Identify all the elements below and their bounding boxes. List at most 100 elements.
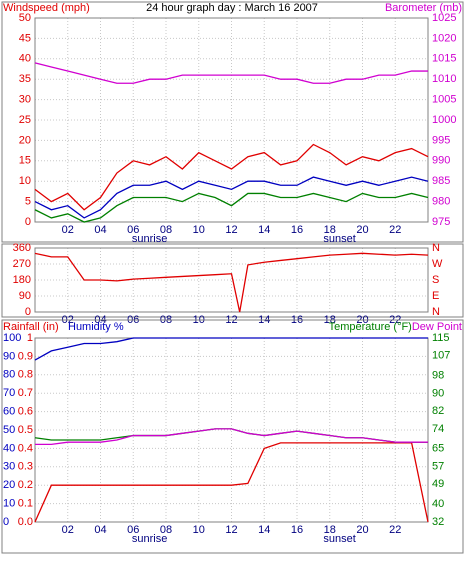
- y2-tick-label: 65: [432, 443, 444, 455]
- y-tick-label: 30: [19, 94, 31, 106]
- panel-frame: [1, 319, 464, 554]
- y-tick-label: 100: [3, 332, 21, 344]
- y-tick-label: 5: [25, 196, 31, 208]
- x-tick-label: 08: [160, 524, 172, 536]
- series-line: [34, 442, 429, 523]
- axis-label: Rainfall (in): [3, 321, 59, 333]
- x-tick-label: 16: [291, 224, 303, 236]
- x-tick-label: 18: [324, 224, 336, 236]
- x-tick-label: 08: [160, 224, 172, 236]
- y-tick-label: 50: [19, 12, 31, 24]
- y3-tick-label: 0.2: [18, 479, 33, 491]
- y2-tick-label: S: [432, 274, 439, 286]
- y-tick-label: 10: [3, 498, 15, 510]
- y3-tick-label: 0.8: [18, 369, 33, 381]
- series-line: [34, 192, 429, 223]
- x-tick-label: 14: [258, 224, 270, 236]
- axis-label: Windspeed (mph): [3, 2, 90, 14]
- y3-tick-label: 0.0: [18, 516, 33, 528]
- y2-tick-label: 1015: [432, 53, 456, 65]
- panel-frame: [1, 243, 464, 318]
- y-tick-label: 90: [19, 290, 31, 302]
- x-tick-label: 18: [324, 524, 336, 536]
- y2-tick-label: 1000: [432, 114, 456, 126]
- y-tick-label: 90: [3, 350, 15, 362]
- series-line: [34, 176, 429, 219]
- y-tick-label: 35: [19, 73, 31, 85]
- x-tick-label: 14: [258, 524, 270, 536]
- y2-tick-label: 74: [432, 423, 444, 435]
- y-tick-label: 40: [3, 442, 15, 454]
- y-tick-label: 70: [3, 387, 15, 399]
- y-tick-label: 0: [3, 516, 9, 528]
- x-tick-label: 10: [193, 224, 205, 236]
- y2-tick-label: 995: [432, 134, 450, 146]
- y2-tick-label: 57: [432, 460, 444, 472]
- y-tick-label: 50: [3, 424, 15, 436]
- axis-label: Humidity %: [68, 321, 124, 333]
- annotation: sunrise: [132, 533, 167, 545]
- series-line: [34, 143, 429, 211]
- axis-label: Temperature (°F): [329, 321, 412, 333]
- x-tick-label: 02: [62, 524, 74, 536]
- y-tick-label: 20: [3, 479, 15, 491]
- plot-area: [34, 17, 429, 223]
- y2-tick-label: 1010: [432, 73, 456, 85]
- y-tick-label: 270: [13, 258, 31, 270]
- series-line: [35, 428, 428, 446]
- x-tick-label: 12: [225, 224, 237, 236]
- series-line: [34, 337, 428, 361]
- y-tick-label: 0: [25, 306, 31, 318]
- x-tick-label: 10: [193, 524, 205, 536]
- y2-tick-label: 90: [432, 387, 444, 399]
- x-tick-label: 02: [62, 224, 74, 236]
- y2-tick-label: 975: [432, 216, 450, 228]
- y2-tick-label: N: [432, 242, 440, 254]
- y-tick-label: 40: [19, 53, 31, 65]
- y-tick-label: 10: [19, 175, 31, 187]
- y-tick-label: 15: [19, 155, 31, 167]
- axis-label: Barometer (mb): [385, 2, 462, 14]
- y-tick-label: 60: [3, 406, 15, 418]
- y2-tick-label: 40: [432, 498, 444, 510]
- chart-title: 24 hour graph day : March 16 2007: [146, 2, 318, 14]
- y3-tick-label: 0.6: [18, 406, 33, 418]
- y-tick-label: 25: [19, 114, 31, 126]
- y-tick-label: 180: [13, 274, 31, 286]
- x-tick-label: 04: [94, 524, 106, 536]
- y2-tick-label: 115: [432, 332, 450, 344]
- y2-tick-label: 49: [432, 478, 444, 490]
- y2-tick-label: 98: [432, 370, 444, 382]
- series-line: [34, 252, 429, 313]
- y2-tick-label: 1005: [432, 94, 456, 106]
- x-tick-label: 22: [389, 224, 401, 236]
- y2-tick-label: W: [432, 258, 443, 270]
- y-tick-label: 80: [3, 369, 15, 381]
- y2-tick-label: E: [432, 290, 439, 302]
- y2-tick-label: 980: [432, 196, 450, 208]
- y3-tick-label: 1: [27, 332, 33, 344]
- x-tick-label: 20: [356, 524, 368, 536]
- plot-area: [34, 247, 429, 313]
- series-line: [34, 62, 428, 84]
- x-tick-label: 12: [225, 524, 237, 536]
- y3-tick-label: 0.7: [18, 387, 33, 399]
- y3-tick-label: 0.1: [18, 498, 33, 510]
- y3-tick-label: 0.5: [18, 424, 33, 436]
- y2-tick-label: 1025: [432, 12, 456, 24]
- annotation: sunrise: [132, 233, 167, 245]
- y-tick-label: 20: [19, 134, 31, 146]
- y2-tick-label: 32: [432, 516, 444, 528]
- annotation: sunset: [323, 533, 355, 545]
- annotation: sunset: [323, 233, 355, 245]
- y2-tick-label: 1020: [432, 32, 456, 44]
- x-tick-label: 04: [94, 224, 106, 236]
- x-tick-label: 06: [127, 524, 139, 536]
- y2-tick-label: 990: [432, 155, 450, 167]
- y-tick-label: 360: [13, 242, 31, 254]
- y-tick-label: 45: [19, 32, 31, 44]
- y2-tick-label: 107: [432, 350, 450, 362]
- x-tick-label: 22: [389, 524, 401, 536]
- y3-tick-label: 0.9: [18, 350, 33, 362]
- legend-entry: Dew Point: [412, 321, 462, 333]
